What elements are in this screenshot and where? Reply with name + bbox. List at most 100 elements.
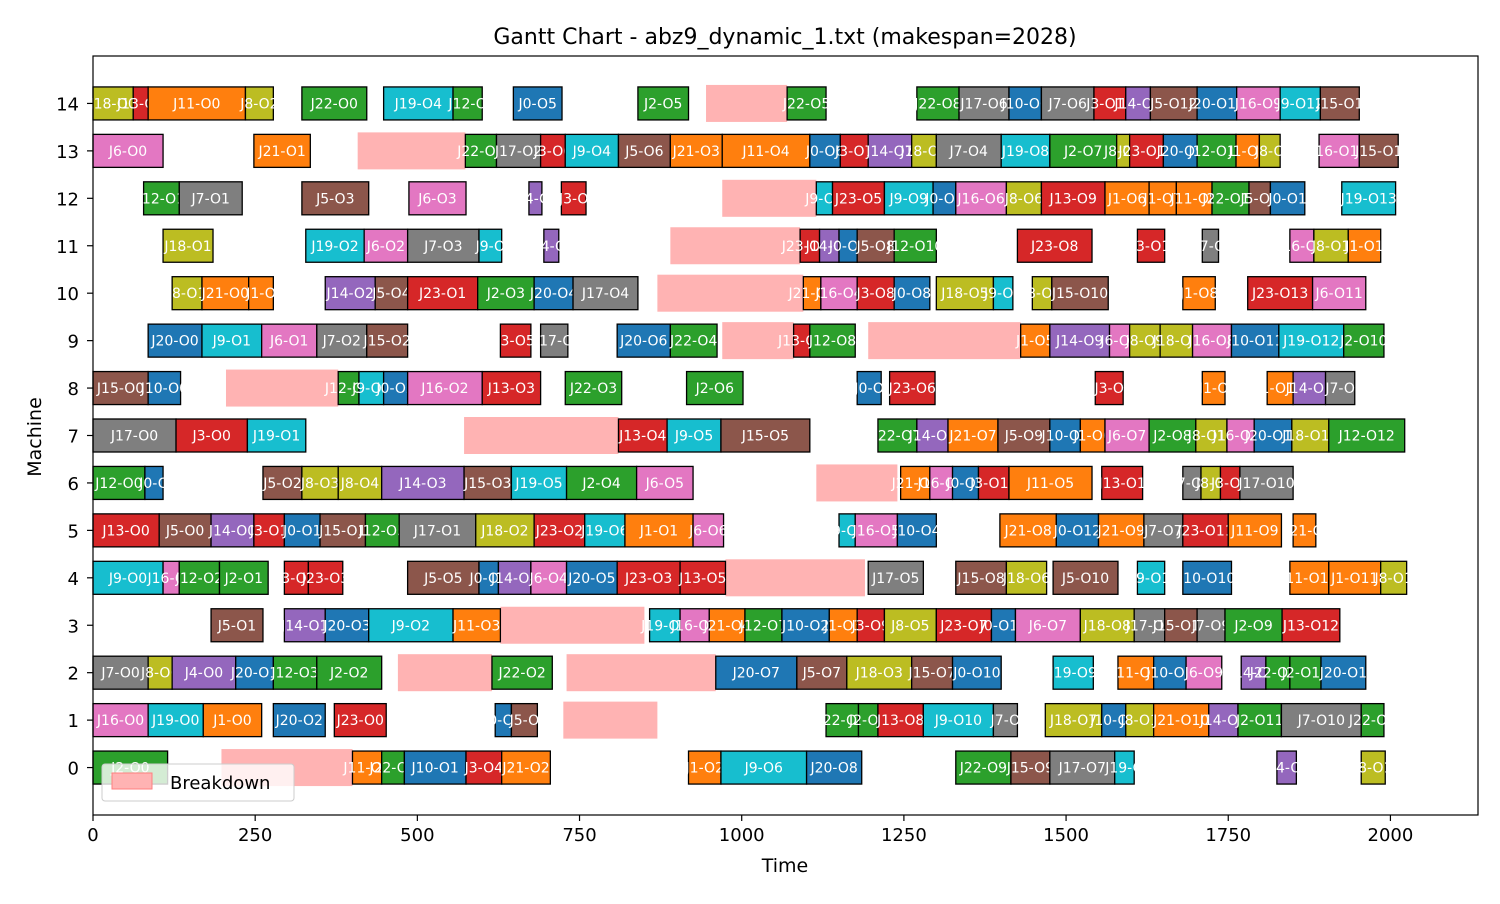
y-tick-label: 1 <box>68 711 79 732</box>
task-label: J16-O3 <box>670 618 718 634</box>
task-bar: J23-O2 <box>533 513 586 548</box>
task-rect <box>1182 513 1229 548</box>
task-label: J12-O5 <box>358 523 406 539</box>
task-rect <box>1010 750 1051 785</box>
task-label: J8-O <box>1195 476 1226 492</box>
x-tick-label: 2000 <box>1368 825 1414 846</box>
task-label: J19-O7 <box>640 618 688 634</box>
task-label: J12-O10 <box>886 239 943 255</box>
task-rect <box>1240 655 1267 690</box>
task-bar: J3-O2 <box>276 560 316 595</box>
task-bar: J20-O1 <box>1319 655 1367 690</box>
task-bar: J1-O0 <box>202 702 263 738</box>
task-rect <box>301 465 339 501</box>
task-label: J4-O <box>520 191 551 207</box>
task-label: J11-O3 <box>452 618 500 634</box>
y-tick-label: 6 <box>68 474 79 495</box>
task-bar: J5-O10 <box>1052 560 1119 595</box>
task-label: J0-O6 <box>805 144 844 160</box>
task-rect <box>1320 655 1367 690</box>
legend: Breakdown <box>101 763 295 802</box>
task-label: J0-O <box>853 381 884 397</box>
task-rect <box>877 702 925 738</box>
task-bar: J5-O0 <box>158 513 212 548</box>
task-label: J21-O4 <box>702 618 750 634</box>
task-label: J2-O6 <box>695 381 734 397</box>
task-bar: J1-O11 <box>1328 560 1382 595</box>
task-label: J1-O6 <box>1107 191 1146 207</box>
task-rect <box>916 418 949 453</box>
task-bar: J0-O6 <box>805 133 844 169</box>
task-bar: J20-O3 <box>322 608 371 643</box>
task-label: J9-O4 <box>572 144 611 160</box>
task-bar: J20-O8 <box>805 750 863 785</box>
task-label: J3-O7 <box>834 144 873 160</box>
task-rect <box>1226 418 1255 453</box>
task-rect <box>316 323 368 358</box>
task-bar: J1-O2 <box>685 750 724 785</box>
task-label: J21-O2 <box>501 761 549 777</box>
task-rect <box>1276 750 1298 785</box>
task-rect <box>1358 133 1399 169</box>
task-label: J5-O1 <box>217 618 256 634</box>
x-tick-label: 1750 <box>1205 825 1251 846</box>
y-tick-label: 13 <box>56 142 79 163</box>
task-rect <box>854 513 899 548</box>
task-rect <box>648 608 681 643</box>
task-rect <box>366 323 409 358</box>
task-bar: J20-O2 <box>272 702 326 738</box>
task-bar: J0-O2 <box>375 370 415 406</box>
task-rect <box>1005 560 1048 595</box>
task-label: J14-O1 <box>280 618 328 634</box>
task-rect <box>283 608 326 643</box>
task-label: J14-O4 <box>490 571 538 587</box>
task-label: J18-O1 <box>163 239 211 255</box>
task-label: J22-O1 <box>456 144 504 160</box>
task-bar: J1-O5 <box>1015 323 1054 358</box>
task-label: J6-O3 <box>417 191 456 207</box>
task-bar: J8-O2 <box>239 86 279 121</box>
task-bar: J1-O10 <box>1255 370 1304 406</box>
task-bar: J21-O4 <box>891 465 939 501</box>
task-label: J9-O12 <box>1276 96 1324 112</box>
task-bar: J14-O8 <box>908 418 956 453</box>
task-label: J20-O11 <box>1188 96 1245 112</box>
breakdown-bar <box>563 701 658 739</box>
task-label: J2-O1 <box>224 571 263 587</box>
task-bar: J6-O9 <box>1184 655 1223 690</box>
task-bar: J18-O6 <box>1002 560 1050 595</box>
task-label: J10-O7 <box>1040 429 1088 445</box>
task-label: J9-O6 <box>744 761 783 777</box>
task-bar: J2-O11 <box>1235 702 1283 738</box>
task-rect <box>1049 750 1116 785</box>
task-label: J18-O7 <box>1049 713 1097 729</box>
task-bar: J8-O1 <box>1373 560 1413 595</box>
task-label: J18-O11 <box>1281 429 1338 445</box>
task-rect <box>781 608 830 643</box>
task-label: J4-O <box>536 239 567 255</box>
task-label: J3-O9 <box>851 618 890 634</box>
task-rect <box>533 276 574 311</box>
task-rect <box>1324 370 1356 406</box>
task-bar: J14-O1 <box>1285 370 1333 406</box>
task-bar: J22-O1 <box>1348 702 1396 738</box>
task-label: J4-O <box>1271 761 1302 777</box>
task-rect <box>955 560 1008 595</box>
task-bar: J8-O4 <box>337 465 383 501</box>
task-rect <box>572 276 639 311</box>
task-bar: J8-O6 <box>1004 181 1043 216</box>
task-bar: J2-O7 <box>1049 133 1118 169</box>
task-rect <box>1239 465 1294 501</box>
task-rect <box>333 702 387 738</box>
task-label: J8-O3 <box>300 476 339 492</box>
task-rect <box>1311 276 1367 311</box>
task-bar: J7-O3 <box>406 228 480 263</box>
task-bar: J2-O1 <box>218 560 269 595</box>
task-rect <box>584 513 626 548</box>
task-bar: J7-O6 <box>1040 86 1095 121</box>
task-rect <box>92 370 149 406</box>
task-rect <box>708 608 746 643</box>
task-label: J17-O8 <box>1125 618 1173 634</box>
task-label: J10-O4 <box>892 523 940 539</box>
task-label: J0-O <box>138 476 169 492</box>
